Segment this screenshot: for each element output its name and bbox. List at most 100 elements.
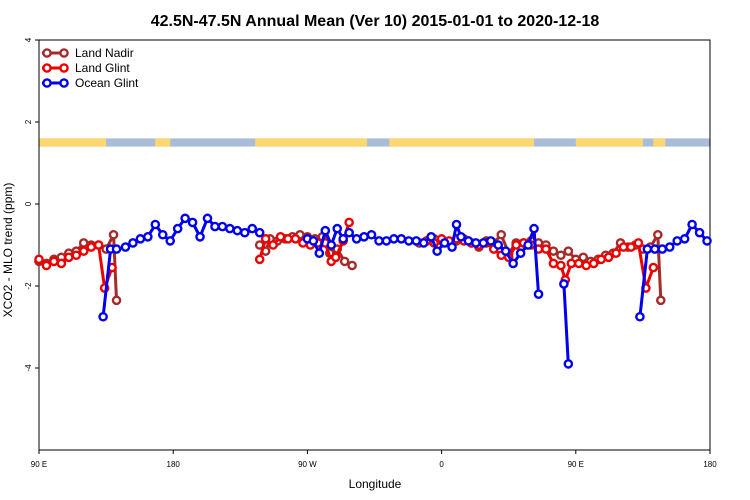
x-tick-label: 180 xyxy=(703,460,717,469)
ocean-glint-point xyxy=(403,236,414,246)
land-band-segment xyxy=(575,138,643,147)
ocean-glint-point xyxy=(650,244,660,254)
ocean-glint-point xyxy=(463,236,474,246)
land-glint-point xyxy=(41,260,52,271)
land-glint-point xyxy=(648,262,659,273)
ocean-glint-point xyxy=(493,240,504,250)
ocean-glint-point xyxy=(195,231,205,242)
ocean-glint-point xyxy=(515,248,526,258)
x-tick-label: 90 E xyxy=(31,460,47,469)
land-nadir-point xyxy=(653,229,663,240)
ocean-glint-point xyxy=(664,242,675,252)
ocean-glint-point xyxy=(254,227,265,238)
y-tick-label: -4 xyxy=(24,364,33,372)
chart-title: 42.5N-47.5N Annual Mean (Ver 10) 2015-01… xyxy=(151,13,600,30)
land-glint-point xyxy=(34,254,44,265)
land-nadir-point xyxy=(563,246,574,256)
ocean-glint-point xyxy=(657,244,668,254)
land-glint-point xyxy=(86,242,96,252)
land-glint-point xyxy=(633,238,644,248)
legend-swatch-marker xyxy=(42,78,52,88)
ocean-glint-point xyxy=(98,311,108,322)
land-glint-point xyxy=(581,260,592,271)
legend-swatch-marker xyxy=(42,48,52,58)
land-glint-point xyxy=(611,248,621,258)
ocean-glint-point xyxy=(239,227,250,238)
ocean-glint-point xyxy=(486,236,496,246)
ocean-glint-point xyxy=(351,234,362,244)
ocean-glint-point xyxy=(456,231,466,242)
land-glint-point xyxy=(93,240,104,250)
series-ocean-glint xyxy=(98,213,712,369)
land-glint-point xyxy=(541,244,551,254)
ocean-glint-point xyxy=(451,219,462,230)
series-layer xyxy=(34,213,712,369)
x-tick-label: 180 xyxy=(167,460,181,469)
ocean-glint-point xyxy=(120,242,131,252)
legend-label: Land Nadir xyxy=(75,46,134,60)
land-glint-point xyxy=(603,252,614,263)
land-glint-point xyxy=(290,234,301,244)
ocean-glint-point xyxy=(389,234,399,244)
ocean-glint-point xyxy=(232,225,243,236)
ocean-glint-point xyxy=(210,221,220,232)
land-mask-band xyxy=(39,138,710,147)
ocean-glint-point xyxy=(326,240,337,250)
land-glint-point xyxy=(78,246,89,256)
land-glint-point xyxy=(588,258,599,269)
ocean-glint-point xyxy=(308,236,319,246)
ocean-glint-point xyxy=(172,223,183,234)
ocean-glint-point xyxy=(529,223,539,234)
land-glint-point xyxy=(283,234,293,244)
land-glint-point xyxy=(556,260,566,271)
land-glint-point xyxy=(596,254,606,265)
ocean-glint-point xyxy=(247,223,258,234)
land-nadir-point xyxy=(339,256,350,267)
ocean-glint-point xyxy=(635,311,645,322)
ocean-glint-point xyxy=(559,279,569,289)
ocean-glint-point xyxy=(187,217,198,228)
land-glint-point xyxy=(260,234,271,244)
ocean-glint-point xyxy=(180,213,190,224)
ocean-glint-point xyxy=(332,223,343,234)
legend-swatch-marker xyxy=(42,63,52,73)
ocean-glint-point xyxy=(359,231,369,242)
ocean-glint-point xyxy=(478,238,489,248)
ocean-glint-point xyxy=(432,246,442,256)
ocean-glint-point xyxy=(135,234,146,244)
land-band-segment xyxy=(653,138,666,147)
ocean-glint-point xyxy=(471,238,481,248)
land-nadir-point xyxy=(548,246,559,256)
land-glint-point xyxy=(511,240,521,250)
x-tick-label: 90 E xyxy=(568,460,584,469)
ocean-glint-point xyxy=(523,240,533,250)
ocean-glint-point xyxy=(672,236,682,246)
legend-swatch-marker xyxy=(59,48,69,58)
y-tick-label: 0 xyxy=(24,201,33,206)
ocean-glint-point xyxy=(320,225,331,236)
legend-item-land-glint: Land Glint xyxy=(42,61,130,75)
ocean-glint-point xyxy=(687,219,697,230)
ocean-glint-point xyxy=(439,238,450,248)
ocean-glint-point xyxy=(500,246,511,256)
land-glint-point xyxy=(618,242,629,252)
ocean-glint-point xyxy=(150,219,161,230)
ocean-glint-point xyxy=(411,236,422,246)
land-nadir-point xyxy=(556,250,566,261)
land-glint-point xyxy=(268,240,278,250)
land-glint-point xyxy=(330,252,341,263)
ocean-glint-point xyxy=(418,238,429,248)
land-nadir-point xyxy=(578,252,589,263)
land-nadir-point xyxy=(78,238,89,248)
land-band-segment xyxy=(389,138,535,147)
x-tick-label: 0 xyxy=(439,460,444,469)
ocean-glint-point xyxy=(202,213,213,224)
x-tick-label: 90 W xyxy=(298,460,317,469)
ocean-glint-line xyxy=(562,283,570,364)
ocean-glint-point xyxy=(217,221,228,232)
y-axis-label: XCO2 - MLO trend (ppm) xyxy=(1,183,15,318)
land-nadir-point xyxy=(111,295,122,306)
land-band-segment xyxy=(155,138,171,147)
legend-item-ocean-glint: Ocean Glint xyxy=(42,76,139,90)
